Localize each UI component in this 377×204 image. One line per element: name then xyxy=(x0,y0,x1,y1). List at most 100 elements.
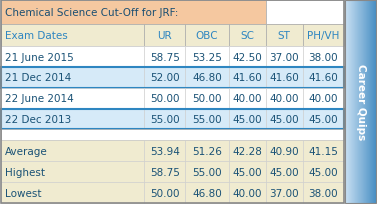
Text: Average: Average xyxy=(5,146,48,156)
Text: 45.00: 45.00 xyxy=(269,114,299,124)
Bar xyxy=(373,1,374,203)
Bar xyxy=(1,88,144,109)
Bar xyxy=(1,109,144,130)
Bar xyxy=(345,1,346,203)
Bar xyxy=(359,1,360,203)
Bar xyxy=(266,47,302,68)
Bar xyxy=(1,182,144,203)
Bar xyxy=(346,1,347,203)
Text: 22 Dec 2013: 22 Dec 2013 xyxy=(5,114,71,124)
Bar xyxy=(1,1,266,25)
Bar xyxy=(353,1,354,203)
Bar xyxy=(266,182,302,203)
Bar xyxy=(185,182,229,203)
Bar xyxy=(266,88,302,109)
Bar xyxy=(368,1,369,203)
Bar xyxy=(302,109,344,130)
Bar xyxy=(366,1,367,203)
Bar xyxy=(372,1,373,203)
Bar xyxy=(1,162,144,182)
Bar xyxy=(229,25,266,47)
Bar xyxy=(354,1,355,203)
Text: 45.00: 45.00 xyxy=(232,114,262,124)
Bar xyxy=(368,1,369,203)
Bar xyxy=(1,141,144,162)
Bar xyxy=(360,1,361,203)
Text: 38.00: 38.00 xyxy=(308,52,338,62)
Text: 40.90: 40.90 xyxy=(269,146,299,156)
Text: 21 June 2015: 21 June 2015 xyxy=(5,52,74,62)
Bar xyxy=(370,1,371,203)
Bar xyxy=(302,47,344,68)
Bar xyxy=(375,1,376,203)
Bar xyxy=(302,25,344,47)
Text: 52.00: 52.00 xyxy=(150,73,179,83)
Bar xyxy=(266,1,344,25)
Bar xyxy=(363,1,364,203)
Text: UR: UR xyxy=(157,31,172,41)
Bar xyxy=(144,25,185,47)
Bar xyxy=(351,1,352,203)
Bar xyxy=(185,162,229,182)
Bar xyxy=(373,1,374,203)
Bar xyxy=(144,47,185,68)
Text: 42.50: 42.50 xyxy=(232,52,262,62)
Bar xyxy=(144,162,185,182)
Text: 45.00: 45.00 xyxy=(308,167,338,177)
Bar xyxy=(371,1,372,203)
Bar xyxy=(359,1,360,203)
Bar xyxy=(229,47,266,68)
Text: 45.00: 45.00 xyxy=(308,114,338,124)
Bar xyxy=(369,1,370,203)
Bar xyxy=(348,1,349,203)
Bar xyxy=(229,88,266,109)
Bar xyxy=(266,141,302,162)
Text: Lowest: Lowest xyxy=(5,188,41,198)
Bar xyxy=(144,109,185,130)
Bar xyxy=(1,68,344,88)
Bar xyxy=(185,47,229,68)
Text: 58.75: 58.75 xyxy=(150,167,179,177)
Bar xyxy=(355,1,356,203)
Bar xyxy=(229,68,266,88)
Bar xyxy=(185,68,229,88)
Bar xyxy=(365,1,366,203)
Text: 22 June 2014: 22 June 2014 xyxy=(5,94,74,104)
Text: 40.00: 40.00 xyxy=(269,94,299,104)
Bar xyxy=(357,1,358,203)
Bar xyxy=(229,162,266,182)
Text: ST: ST xyxy=(277,31,291,41)
Bar xyxy=(1,68,144,88)
Text: 40.00: 40.00 xyxy=(233,94,262,104)
Bar xyxy=(185,109,229,130)
Text: 41.60: 41.60 xyxy=(308,73,338,83)
Bar xyxy=(349,1,351,203)
Bar xyxy=(367,1,368,203)
Bar xyxy=(302,68,344,88)
Bar xyxy=(266,68,302,88)
Bar xyxy=(351,1,352,203)
Text: Highest: Highest xyxy=(5,167,45,177)
Bar xyxy=(350,1,351,203)
Bar xyxy=(266,109,302,130)
Text: 53.94: 53.94 xyxy=(150,146,179,156)
Bar xyxy=(302,162,344,182)
Bar xyxy=(360,1,362,203)
Bar xyxy=(346,1,348,203)
Bar xyxy=(364,1,365,203)
Text: 41.60: 41.60 xyxy=(232,73,262,83)
Text: 55.00: 55.00 xyxy=(150,114,179,124)
Text: 40.00: 40.00 xyxy=(233,188,262,198)
Text: 51.26: 51.26 xyxy=(192,146,222,156)
Bar xyxy=(352,1,353,203)
Text: Career Quips: Career Quips xyxy=(356,64,365,140)
Bar xyxy=(358,1,359,203)
Bar xyxy=(349,1,350,203)
Bar xyxy=(363,1,365,203)
Text: 21 Dec 2014: 21 Dec 2014 xyxy=(5,73,71,83)
Text: 46.80: 46.80 xyxy=(192,73,222,83)
Text: 58.75: 58.75 xyxy=(150,52,179,62)
Bar xyxy=(302,88,344,109)
Bar xyxy=(362,1,363,203)
Bar xyxy=(1,109,344,130)
